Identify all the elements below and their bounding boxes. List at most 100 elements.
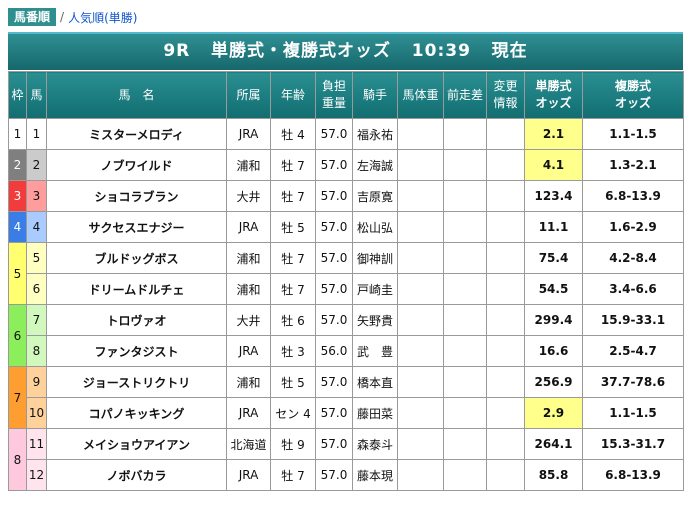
table-row: 4 4 サクセスエナジー JRA 牡 5 57.0 松山弘 11.1 1.6-2…	[8, 211, 684, 243]
tansho-odds-cell: 299.4	[524, 304, 583, 336]
col-umaban: 馬	[26, 71, 47, 119]
henko-cell	[486, 242, 525, 274]
horse-name[interactable]: ブルドッグボス	[46, 242, 227, 274]
horse-name[interactable]: サクセスエナジー	[46, 211, 227, 243]
tansho-odds-cell: 2.1	[524, 118, 583, 150]
shozoku-cell: 浦和	[226, 149, 271, 181]
waku-cell: 3	[8, 180, 27, 212]
fukusho-odds-cell: 1.1-1.5	[582, 118, 684, 150]
kinryo-cell: 57.0	[315, 366, 353, 398]
shozoku-cell: JRA	[226, 459, 271, 491]
kinryo-cell: 57.0	[315, 273, 353, 305]
bataiju-cell	[397, 211, 444, 243]
bataiju-cell	[397, 149, 444, 181]
table-row: 8 ファンタジスト JRA 牡 3 56.0 武 豊 16.6 2.5-4.7	[9, 335, 684, 367]
horse-name[interactable]: トロヴァオ	[46, 304, 227, 336]
tansho-odds-cell: 2.9	[524, 397, 583, 429]
horse-name[interactable]: ファンタジスト	[46, 335, 227, 367]
umaban-cell: 9	[26, 366, 47, 398]
zensoza-cell	[443, 304, 487, 336]
tansho-odds-cell: 11.1	[524, 211, 583, 243]
bataiju-cell	[397, 242, 444, 274]
jockey-name[interactable]: 左海誠	[352, 149, 398, 181]
kinryo-cell: 57.0	[315, 180, 353, 212]
jockey-name[interactable]: 戸崎圭	[352, 273, 398, 305]
jockey-name[interactable]: 藤本現	[352, 459, 398, 491]
henko-cell	[486, 211, 525, 243]
kinryo-cell: 57.0	[315, 211, 353, 243]
umaban-cell: 2	[26, 149, 47, 181]
horse-name[interactable]: メイショウアイアン	[46, 428, 227, 460]
jockey-name[interactable]: 森泰斗	[352, 428, 398, 460]
fukusho-odds-cell: 1.3-2.1	[582, 149, 684, 181]
col-henko-line1: 変更	[493, 79, 518, 93]
kinryo-cell: 57.0	[315, 242, 353, 274]
horse-name[interactable]: ショコラブラン	[46, 180, 227, 212]
henko-cell	[486, 149, 525, 181]
horse-name[interactable]: コパノキッキング	[46, 397, 227, 429]
bataiju-cell	[397, 459, 444, 491]
henko-cell	[486, 397, 525, 429]
tansho-odds-cell: 75.4	[524, 242, 583, 274]
horse-name[interactable]: ドリームドルチェ	[46, 273, 227, 305]
shozoku-cell: 北海道	[226, 428, 271, 460]
zensoza-cell	[443, 180, 487, 212]
tab-separator: /	[60, 10, 65, 24]
col-tansho-line2: オッズ	[535, 96, 572, 110]
col-horse-name: 馬 名	[46, 71, 227, 119]
nenrei-cell: 牡 7	[270, 149, 316, 181]
tab-umaban-order[interactable]: 馬番順	[8, 8, 57, 26]
jockey-name[interactable]: 御神訓	[352, 242, 398, 274]
tansho-odds-cell: 4.1	[524, 149, 583, 181]
zensoza-cell	[443, 211, 487, 243]
fukusho-odds-cell: 1.1-1.5	[582, 397, 684, 429]
horse-name[interactable]: ノボバカラ	[46, 459, 227, 491]
jockey-name[interactable]: 橋本直	[352, 366, 398, 398]
tansho-odds-cell: 85.8	[524, 459, 583, 491]
table-row: 8 11 メイショウアイアン 北海道 牡 9 57.0 森泰斗 264.1 15…	[8, 428, 684, 491]
table-row: 5 5 ブルドッグボス 浦和 牡 7 57.0 御神訓 75.4 4.2-8.4	[8, 242, 684, 305]
nenrei-cell: 牡 5	[270, 211, 316, 243]
umaban-cell: 4	[26, 211, 47, 243]
umaban-cell: 12	[26, 459, 47, 491]
jockey-name[interactable]: 福永祐	[352, 118, 398, 150]
tab-popularity-order[interactable]: 人気順(単勝)	[68, 10, 138, 25]
shozoku-cell: JRA	[226, 118, 271, 150]
col-kinryo: 負担 重量	[315, 71, 353, 119]
horse-name[interactable]: ノブワイルド	[46, 149, 227, 181]
jockey-name[interactable]: 吉原寛	[352, 180, 398, 212]
waku-cell: 8	[8, 428, 27, 491]
tansho-odds-cell: 54.5	[524, 273, 583, 305]
jockey-name[interactable]: 矢野貴	[352, 304, 398, 336]
umaban-cell: 1	[26, 118, 47, 150]
table-row: 7 9 ジョーストリクトリ 浦和 牡 5 57.0 橋本直 256.9 37.7…	[8, 366, 684, 429]
tansho-odds-cell: 16.6	[524, 335, 583, 367]
odds-table: 枠 馬 馬 名 所属 年齢 負担 重量 騎手 馬体重 前走差 変更 情報 単勝式 オッ…	[8, 71, 684, 491]
jockey-name[interactable]: 藤田菜	[352, 397, 398, 429]
bataiju-cell	[397, 180, 444, 212]
kinryo-cell: 57.0	[315, 118, 353, 150]
henko-cell	[486, 304, 525, 336]
col-fukusho-line1: 複勝式	[614, 79, 651, 93]
race-header: 9R 単勝式・複勝式オッズ 10:39 現在	[8, 32, 683, 70]
shozoku-cell: JRA	[226, 211, 271, 243]
nenrei-cell: 牡 7	[270, 273, 316, 305]
col-tansho-line1: 単勝式	[535, 79, 572, 93]
jockey-name[interactable]: 武 豊	[352, 335, 398, 367]
nenrei-cell: 牡 5	[270, 366, 316, 398]
fukusho-odds-cell: 37.7-78.6	[582, 366, 684, 398]
zensoza-cell	[443, 366, 487, 398]
umaban-cell: 11	[26, 428, 47, 460]
kinryo-cell: 57.0	[315, 149, 353, 181]
table-row: 1 1 ミスターメロディ JRA 牡 4 57.0 福永祐 2.1 1.1-1.…	[8, 118, 684, 150]
zensoza-cell	[443, 242, 487, 274]
horse-name[interactable]: ジョーストリクトリ	[46, 366, 227, 398]
table-row: 6 ドリームドルチェ 浦和 牡 7 57.0 戸崎圭 54.5 3.4-6.6	[9, 273, 684, 305]
waku-cell: 1	[8, 118, 27, 150]
shozoku-cell: 浦和	[226, 273, 271, 305]
table-row: 2 2 ノブワイルド 浦和 牡 7 57.0 左海誠 4.1 1.3-2.1	[8, 149, 684, 181]
nenrei-cell: 牡 9	[270, 428, 316, 460]
jockey-name[interactable]: 松山弘	[352, 211, 398, 243]
horse-name[interactable]: ミスターメロディ	[46, 118, 227, 150]
fukusho-odds-cell: 3.4-6.6	[582, 273, 684, 305]
